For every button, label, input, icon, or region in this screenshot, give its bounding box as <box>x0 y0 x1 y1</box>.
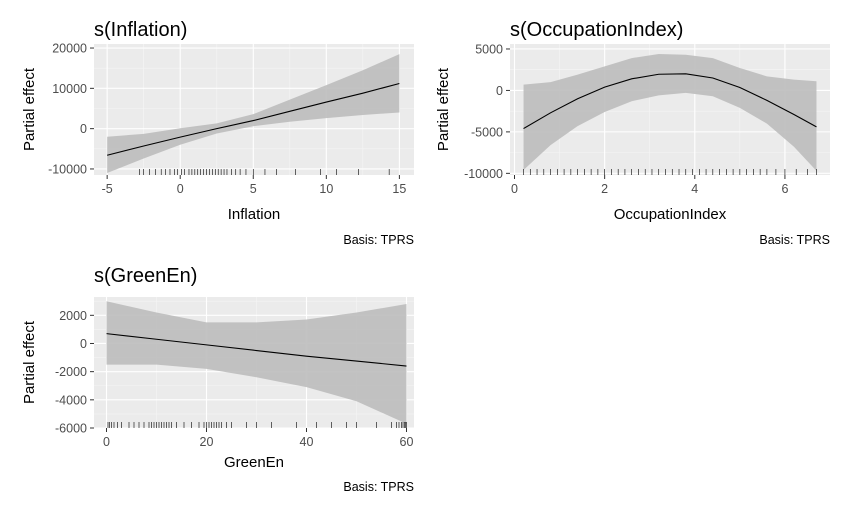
y-tick-label: -10000 <box>464 167 503 181</box>
chart-panel-1: s(Inflation) -5 0 5 10 15 -10000 0 10000 20000 Inf… <box>21 19 414 247</box>
chart-title: s(Inflation) <box>94 19 187 41</box>
chart-title: s(OccupationIndex) <box>510 19 683 41</box>
x-tick-label: 0 <box>511 182 518 196</box>
confidence-band <box>523 53 817 171</box>
basis-caption: Basis: TPRS <box>759 233 830 247</box>
data-layer <box>106 301 407 428</box>
y-tick-label: 0 <box>496 84 503 98</box>
x-axis-title: OccupationIndex <box>614 206 727 223</box>
y-tick-label: 2000 <box>59 309 87 323</box>
y-axis-title: Partial effect <box>21 67 38 151</box>
x-tick-label: -5 <box>102 182 113 196</box>
y-tick-label: -5000 <box>471 125 503 139</box>
chart-title: s(GreenEn) <box>94 265 197 287</box>
basis-caption: Basis: TPRS <box>343 480 414 494</box>
x-axis-title: Inflation <box>228 206 281 223</box>
y-tick-label: -6000 <box>55 422 87 436</box>
data-layer <box>107 54 400 175</box>
x-axis-title: GreenEn <box>224 454 284 471</box>
x-tick-label: 6 <box>781 182 788 196</box>
y-tick-label: -2000 <box>55 365 87 379</box>
chart-panel-3: s(GreenEn) 0 20 40 60 -6000 -4000 -2000 0 2000 Gre… <box>21 265 414 494</box>
fit-line <box>523 73 817 130</box>
confidence-band <box>107 54 400 173</box>
data-layer <box>523 53 817 175</box>
confidence-band <box>106 301 407 424</box>
y-tick-label: 20000 <box>52 42 87 56</box>
x-tick-label: 4 <box>691 182 698 196</box>
x-tick-label: 20 <box>200 435 214 449</box>
x-tick-label: 10 <box>319 182 333 196</box>
y-tick-label: 10000 <box>52 82 87 96</box>
x-tick-label: 5 <box>250 182 257 196</box>
y-axis-title: Partial effect <box>435 67 452 151</box>
basis-caption: Basis: TPRS <box>343 233 414 247</box>
fit-line <box>106 333 407 367</box>
y-tick-label: 5000 <box>475 42 503 56</box>
chart-panel-2: s(OccupationIndex) 0 2 4 6 -10000 -5000 0 5000 Oc… <box>435 19 830 247</box>
x-tick-label: 0 <box>103 435 110 449</box>
x-tick-label: 60 <box>400 435 414 449</box>
x-tick-label: 0 <box>177 182 184 196</box>
x-tick-label: 15 <box>392 182 406 196</box>
y-tick-label: -10000 <box>48 162 87 176</box>
fit-line <box>107 82 400 156</box>
y-tick-label: 0 <box>80 122 87 136</box>
y-tick-label: 0 <box>80 337 87 351</box>
y-axis-title: Partial effect <box>21 320 38 404</box>
x-tick-label: 40 <box>300 435 314 449</box>
y-tick-label: -4000 <box>55 393 87 407</box>
x-tick-label: 2 <box>601 182 608 196</box>
